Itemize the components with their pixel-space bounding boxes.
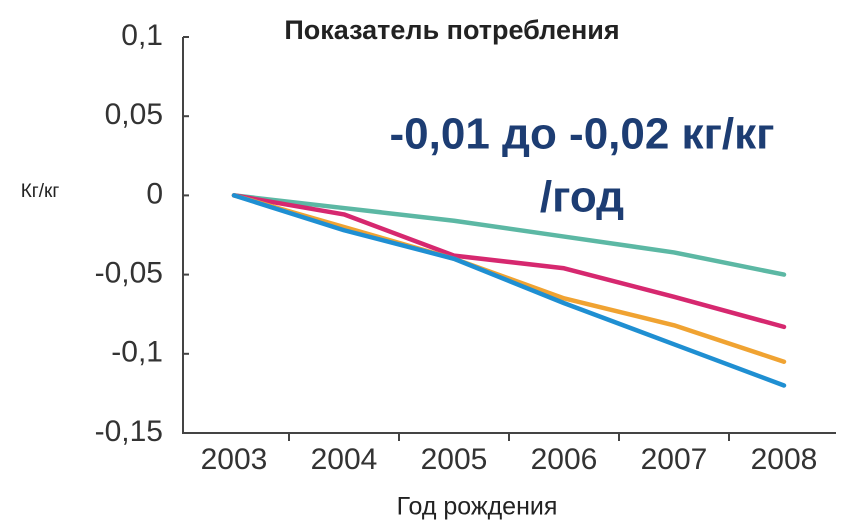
y-tick-label: 0 [146,177,163,210]
y-tick-label: -0,05 [95,257,163,290]
y-tick-label: 0,1 [121,19,163,52]
y-tick-label: -0,15 [95,415,163,448]
x-axis-label: Год рождения [397,493,558,521]
series-line [231,193,787,277]
x-tick-label: 2005 [421,443,488,476]
x-tick-label: 2004 [311,443,378,476]
x-tick-label: 2006 [531,443,598,476]
y-tick-label: 0,05 [105,98,163,131]
series-line [231,193,787,388]
annotation: -0,01 до -0,02 кг/кг [390,110,775,159]
x-tick-label: 2008 [751,443,818,476]
y-axis-label: Кг/кг [21,181,60,202]
x-tick-label: 2003 [201,443,268,476]
chart-title: Показатель потребления [284,15,619,45]
x-tick-label: 2007 [641,443,708,476]
y-tick-label: -0,1 [111,336,163,369]
annotation: /год [540,173,624,222]
series-line [231,193,787,330]
